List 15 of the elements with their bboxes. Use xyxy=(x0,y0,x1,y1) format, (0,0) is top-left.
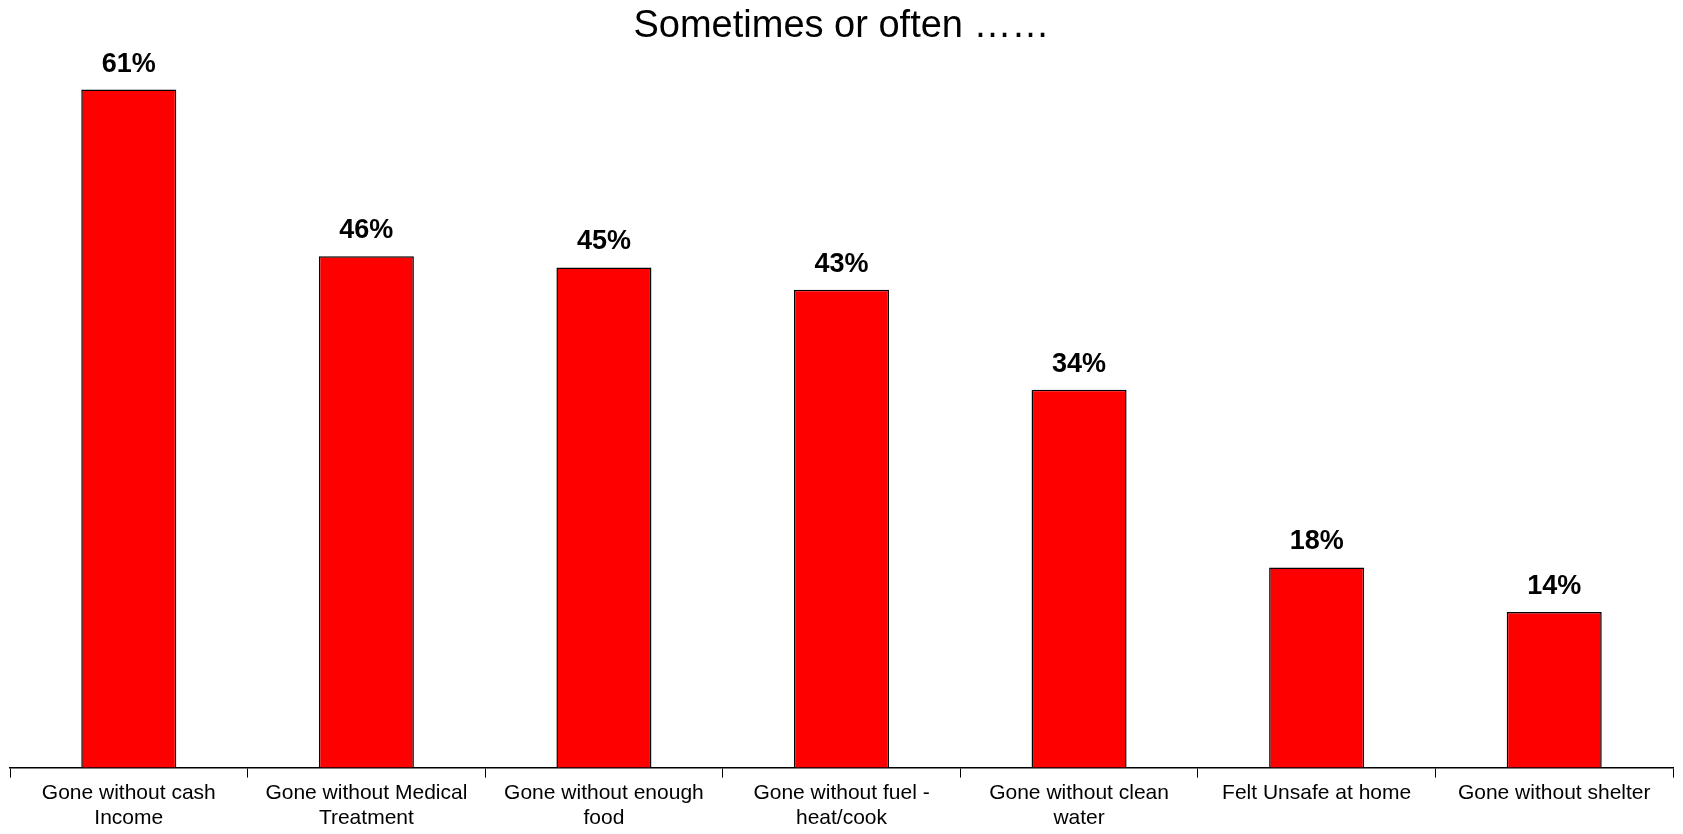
data-label: 14% xyxy=(1527,569,1582,600)
data-label: 45% xyxy=(576,225,631,256)
x-tick-label: Gone without Medical Treatment xyxy=(265,780,468,829)
data-label: 34% xyxy=(1052,347,1107,378)
x-tick-label: Gone without fuel - heat/cook xyxy=(753,780,930,829)
x-tick-label: Gone without shelter xyxy=(1457,780,1651,803)
data-label: 43% xyxy=(814,247,869,278)
data-label: 18% xyxy=(1289,525,1344,556)
x-tick-label: Gone without clean water xyxy=(989,780,1169,829)
x-tick-label: Gone without cash Income xyxy=(41,780,216,829)
chart-title: Sometimes or often …… xyxy=(633,3,1050,46)
x-tick-label: Gone without enough food xyxy=(504,780,704,829)
x-tick-label: Felt Unsafe at home xyxy=(1222,780,1412,803)
data-label: 46% xyxy=(339,214,394,245)
data-label: 61% xyxy=(101,47,156,78)
